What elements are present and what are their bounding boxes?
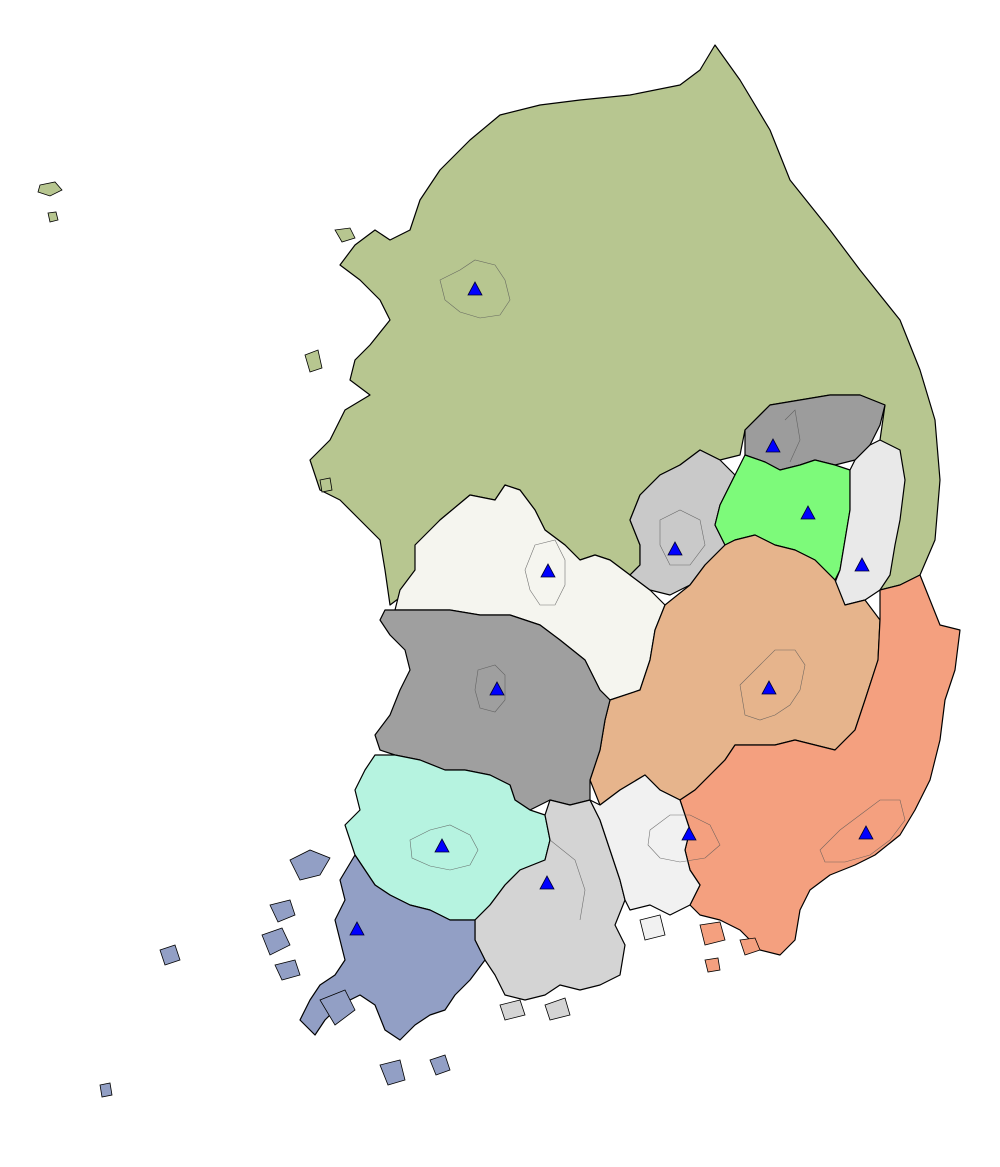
triangle-icon[interactable] bbox=[854, 557, 870, 572]
city-boundary-offwhite bbox=[647, 814, 721, 863]
city-boundary-tan bbox=[739, 649, 806, 721]
city-boundary-mint bbox=[409, 824, 479, 871]
triangle-icon[interactable] bbox=[467, 281, 483, 296]
triangle-icon[interactable] bbox=[800, 505, 816, 520]
city-boundary-lightgray bbox=[549, 839, 586, 921]
triangle-icon[interactable] bbox=[539, 875, 555, 890]
triangle-icon[interactable] bbox=[765, 438, 781, 453]
city-boundary-top-gray bbox=[784, 409, 801, 463]
island-group-northwest bbox=[37, 181, 356, 493]
island-group-southeast bbox=[699, 921, 761, 973]
triangle-icon[interactable] bbox=[434, 838, 450, 853]
city-boundary-small-gray bbox=[659, 509, 706, 566]
island-group-south bbox=[499, 914, 666, 1021]
city-boundary-west-gray bbox=[474, 664, 506, 713]
triangle-icon[interactable] bbox=[349, 921, 365, 936]
triangle-icon[interactable] bbox=[489, 681, 505, 696]
region-south-offwhite[interactable] bbox=[589, 774, 701, 916]
triangle-icon[interactable] bbox=[681, 826, 697, 841]
marker-layer bbox=[349, 281, 874, 936]
island-group-southwest bbox=[99, 849, 451, 1098]
triangle-icon[interactable] bbox=[761, 680, 777, 695]
city-boundary-salmon bbox=[819, 799, 906, 863]
triangle-icon[interactable] bbox=[858, 825, 874, 840]
city-boundary-cream bbox=[524, 539, 566, 606]
city-boundary-northwest bbox=[439, 259, 511, 319]
region-southeast-salmon[interactable] bbox=[679, 574, 961, 956]
triangle-icon[interactable] bbox=[667, 541, 683, 556]
triangle-icon[interactable] bbox=[540, 563, 556, 578]
